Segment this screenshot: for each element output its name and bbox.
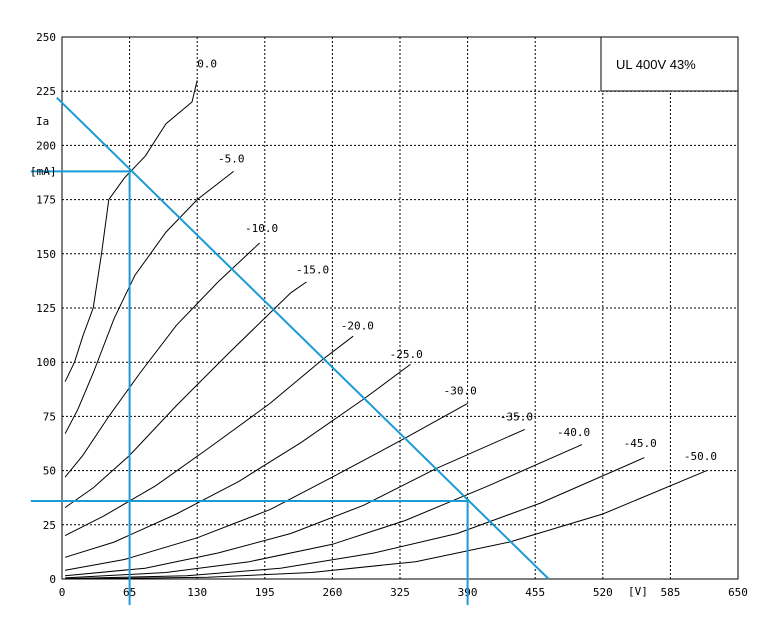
curve-0.0 xyxy=(64,80,198,382)
x-axis-ticks: 065130195260325390455520585650 xyxy=(59,586,748,599)
curve-labels: 0.0 -5.0 -10.0 -15.0 -20.0 -25.0 -30.0 -35.0 -40… xyxy=(197,57,717,462)
y-tick-label: 0 xyxy=(49,573,56,586)
y-tick-label: 225 xyxy=(36,85,56,98)
curve-label--25.0: -25.0 xyxy=(390,348,423,361)
x-axis-unit-label: [V] xyxy=(628,585,648,598)
y-axis-ticks: 0 25 50 75 100 125 150 175 200 225 250 xyxy=(36,31,56,586)
curve-label--30.0: -30.0 xyxy=(444,385,477,398)
curve--50.0 xyxy=(65,470,707,580)
curve--5.0 xyxy=(64,171,234,434)
curve-label--45.0: -45.0 xyxy=(624,437,657,450)
curve-label--20.0: -20.0 xyxy=(341,320,374,333)
load-line-overlay xyxy=(30,96,550,606)
y-tick-label: 150 xyxy=(36,248,56,261)
x-tick-label: 520 xyxy=(593,586,613,599)
curve--45.0 xyxy=(65,457,645,580)
curve-label--15.0: -15.0 xyxy=(296,263,329,276)
y-axis-label: Ia xyxy=(36,115,49,128)
curve-label-0.0: 0.0 xyxy=(197,57,217,70)
curve--40.0 xyxy=(65,444,583,579)
grid xyxy=(62,37,738,579)
y-tick-label: 125 xyxy=(36,302,56,315)
x-tick-label: 0 xyxy=(59,586,66,599)
load-line xyxy=(56,96,550,580)
legend-box xyxy=(600,36,739,92)
plot-frame xyxy=(61,36,739,580)
curve-label--40.0: -40.0 xyxy=(557,426,590,439)
y-tick-label: 250 xyxy=(36,31,56,44)
curve-label--5.0: -5.0 xyxy=(218,153,245,166)
y-axis-unit-label: [mA] xyxy=(30,165,57,178)
legend-label: UL 400V 43% xyxy=(616,57,696,72)
y-tick-label: 25 xyxy=(43,519,56,532)
curve-label--50.0: -50.0 xyxy=(684,450,717,463)
y-tick-label: 100 xyxy=(36,356,56,369)
x-tick-label: 130 xyxy=(187,586,207,599)
y-tick-label: 50 xyxy=(43,465,56,478)
x-tick-label: 325 xyxy=(390,586,410,599)
curve-label--10.0: -10.0 xyxy=(245,222,278,235)
curve-label--35.0: -35.0 xyxy=(500,411,533,424)
x-tick-label: 585 xyxy=(660,586,680,599)
y-tick-label: 200 xyxy=(36,139,56,152)
y-tick-label: 75 xyxy=(43,410,56,423)
x-tick-label: 650 xyxy=(728,586,748,599)
x-tick-label: 455 xyxy=(525,586,545,599)
curve--15.0 xyxy=(64,281,307,508)
curve--10.0 xyxy=(64,242,260,478)
x-tick-label: 260 xyxy=(322,586,342,599)
curve--20.0 xyxy=(64,335,354,537)
x-tick-label: 195 xyxy=(255,586,275,599)
y-tick-label: 175 xyxy=(36,194,56,207)
